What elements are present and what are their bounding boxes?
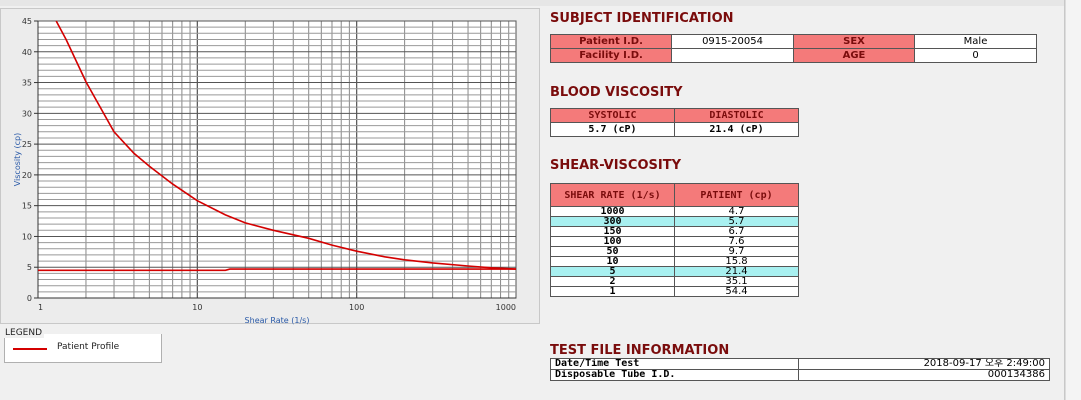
y-axis-title: Viscosity (cp) [13,133,22,187]
systolic-value: 5.7 (cP) [550,122,675,137]
shear-rate-cell: 2 [550,276,675,287]
plot-area [37,20,517,299]
patient-value-cell: 9.7 [674,246,799,257]
sex-label: SEX [793,34,915,49]
shear-rate-cell: 150 [550,226,675,237]
x-tick-label: 10 [192,303,202,312]
table-row: 50 9.7 [550,246,799,257]
y-tick-label: 15 [22,202,32,211]
facility-id-label: Facility I.D. [550,48,672,63]
y-tick-label: 25 [22,140,32,149]
legend-item-patient-profile: Patient Profile [57,342,120,352]
right-divider [1064,0,1065,400]
y-tick-label: 45 [22,17,32,26]
diastolic-label: DIASTOLIC [674,108,799,123]
legend-swatch-patient-profile [13,348,47,350]
x-tick-label: 100 [349,303,364,312]
series-line-patient-profile [55,20,517,270]
patient-id-value: 0915-20054 [671,34,794,49]
blood-viscosity-table: SYSTOLIC DIASTOLIC 5.7 (cP) 21.4 (cP) [550,108,799,137]
test-file-information-title: TEST FILE INFORMATION [550,343,730,358]
y-tick-label: 10 [22,232,32,241]
shear-rate-cell: 1000 [550,206,675,217]
shear-rate-header: SHEAR RATE (1/s) [550,183,675,207]
y-tick-label: 5 [27,263,32,272]
y-tick-label: 0 [27,294,32,303]
subject-identification-title: SUBJECT IDENTIFICATION [550,11,734,26]
disposable-tube-label: Disposable Tube I.D. [550,369,799,381]
age-value: 0 [914,48,1037,63]
legend: LEGEND Patient Profile [3,328,162,363]
subject-table: Patient I.D. 0915-20054 SEX Male Facilit… [550,34,1037,63]
patient-id-label: Patient I.D. [550,34,672,49]
date-time-label: Date/Time Test [550,358,799,370]
shear-rate-cell: 10 [550,256,675,267]
patient-value-cell: 15.8 [674,256,799,267]
shear-rate-cell: 300 [550,216,675,227]
y-tick-label: 40 [22,48,32,57]
y-tick-label: 20 [22,171,32,180]
top-strip [0,0,1064,6]
table-row: Facility I.D. AGE 0 [550,48,1037,63]
table-row: 150 6.7 [550,226,799,237]
patient-value-cell: 54.4 [674,286,799,297]
table-row: 1 54.4 [550,286,799,297]
x-axis-title: Shear Rate (1/s) [245,316,310,325]
test-file-table: Date/Time Test 2018-09-17 오후 2:49:00 Dis… [550,358,1050,381]
disposable-tube-value: 000134386 [798,369,1050,381]
y-tick-label: 35 [22,79,32,88]
patient-cp-header: PATIENT (cp) [674,183,799,207]
table-row: 2 35.1 [550,276,799,287]
date-time-value: 2018-09-17 오후 2:49:00 [798,358,1050,370]
shear-rate-cell: 50 [550,246,675,257]
table-row: 300 5.7 [550,216,799,227]
table-row: SYSTOLIC DIASTOLIC [550,108,799,123]
table-row: Date/Time Test 2018-09-17 오후 2:49:00 [550,358,1050,370]
table-row: 100 7.6 [550,236,799,247]
shear-viscosity-table: SHEAR RATE (1/s) PATIENT (cp) 1000 4.7 30… [550,183,799,297]
patient-value-cell: 35.1 [674,276,799,287]
patient-value-cell: 4.7 [674,206,799,217]
patient-value-cell: 6.7 [674,226,799,237]
blood-viscosity-title: BLOOD VISCOSITY [550,85,683,100]
diastolic-value: 21.4 (cP) [674,122,799,137]
vertical-scrollbar[interactable] [1065,0,1081,400]
y-tick-label: 30 [22,109,32,118]
shear-viscosity-title: SHEAR-VISCOSITY [550,158,681,173]
x-tick-label: 1 [38,303,43,312]
shear-rate-cell: 100 [550,236,675,247]
series-line-baseline [38,268,516,272]
facility-id-value [671,48,794,63]
x-tick-label: 1000 [496,303,516,312]
sex-value: Male [914,34,1037,49]
table-row: 5.7 (cP) 21.4 (cP) [550,122,799,137]
table-row: Disposable Tube I.D. 000134386 [550,369,1050,381]
shear-rate-cell: 5 [550,266,675,277]
shear-rate-cell: 1 [550,286,675,297]
patient-value-cell: 5.7 [674,216,799,227]
legend-title: LEGEND [3,328,45,338]
viscosity-chart: 0 5 10 15 20 25 30 35 40 45 1 10 100 1000 Shear Rate (… [13,17,517,325]
patient-value-cell: 21.4 [674,266,799,277]
table-row: 1000 4.7 [550,206,799,217]
systolic-label: SYSTOLIC [550,108,675,123]
table-header-row: SHEAR RATE (1/s) PATIENT (cp) [550,183,799,207]
table-row: Patient I.D. 0915-20054 SEX Male [550,34,1037,49]
table-row: 5 21.4 [550,266,799,277]
age-label: AGE [793,48,915,63]
table-row: 10 15.8 [550,256,799,267]
viscosity-chart-panel: 0 5 10 15 20 25 30 35 40 45 1 10 100 1000 Shear Rate (… [0,8,540,325]
patient-value-cell: 7.6 [674,236,799,247]
